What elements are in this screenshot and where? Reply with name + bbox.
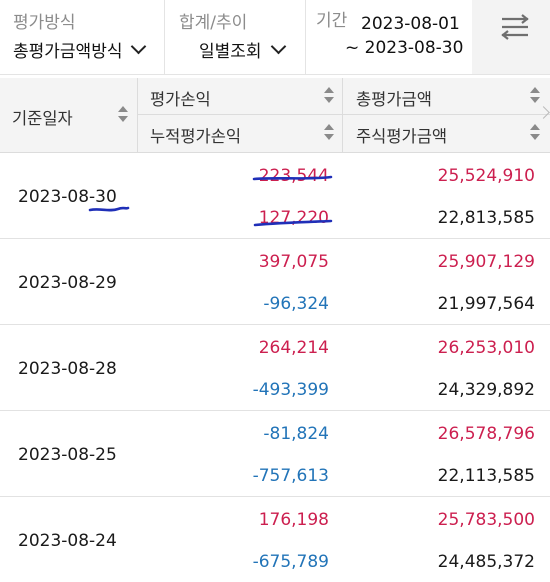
stock-eval-value: 24,485,372 (437, 552, 535, 572)
total-eval-value: 25,907,129 (437, 252, 535, 272)
table-row[interactable]: 2023-08-24 176,198 -675,789 25,783,500 2… (0, 497, 550, 582)
method-select-value: 총평가금액방식 (13, 42, 123, 62)
filter-settings-button[interactable] (472, 0, 550, 74)
filter-bar: 평가방식 총평가금액방식 합계/추이 일별조회 기간 2023-08-01 ~ … (0, 0, 550, 75)
table-row[interactable]: 2023-08-29 397,075 -96,324 25,907,129 21… (0, 239, 550, 325)
table-row[interactable]: 2023-08-30 223,544 127,220 25,524,910 22… (0, 153, 550, 239)
stock-eval-value: 22,813,585 (437, 208, 535, 228)
cum-eval-pnl-value: -493,399 (252, 380, 329, 400)
sort-stock-eval-icon[interactable] (530, 124, 540, 142)
sum-trend-filter-label: 합계/추이 (179, 13, 248, 33)
method-select[interactable]: 총평가금액방식 (13, 37, 147, 62)
stock-eval-value: 21,997,564 (437, 294, 535, 314)
period-filter[interactable]: 기간 2023-08-01 ~ 2023-08-30 (307, 0, 470, 74)
row-date: 2023-08-25 (18, 445, 117, 465)
underline-annotation (253, 219, 333, 227)
sum-trend-filter[interactable]: 합계/추이 일별조회 (166, 0, 306, 74)
total-eval-value: 25,524,910 (437, 166, 535, 186)
eval-pnl-value: -81,824 (263, 424, 329, 444)
row-date: 2023-08-28 (18, 359, 117, 379)
underline-annotation (88, 206, 130, 212)
chevron-down-icon (270, 38, 286, 55)
column-divider (342, 78, 343, 152)
table-header: 기준일자 평가손익 누적평가손익 총평가금액 주식평가금액 (0, 78, 550, 153)
total-eval-value: 25,783,500 (437, 510, 535, 530)
cum-eval-pnl-value: -757,613 (252, 466, 329, 486)
header-eval-pnl[interactable]: 평가손익 (150, 90, 211, 109)
period-start-date[interactable]: 2023-08-01 (361, 14, 460, 34)
header-cum-eval-pnl[interactable]: 누적평가손익 (150, 127, 242, 146)
header-date[interactable]: 기준일자 (12, 109, 73, 128)
chevron-down-icon (131, 38, 147, 55)
sort-date-icon[interactable] (118, 106, 128, 124)
period-filter-label: 기간 (316, 11, 348, 31)
sliders-icon (501, 14, 529, 40)
sort-eval-pnl-icon[interactable] (324, 87, 334, 105)
stock-eval-value: 24,329,892 (437, 380, 535, 400)
table-row[interactable]: 2023-08-28 264,214 -493,399 26,253,010 2… (0, 325, 550, 411)
eval-pnl-value: 397,075 (258, 252, 329, 272)
column-divider (137, 78, 138, 152)
period-end-date[interactable]: ~ 2023-08-30 (345, 38, 464, 58)
sort-total-eval-icon[interactable] (530, 87, 540, 105)
underline-annotation (252, 175, 333, 181)
table-row[interactable]: 2023-08-25 -81,824 -757,613 26,578,796 2… (0, 411, 550, 497)
row-date: 2023-08-29 (18, 273, 117, 293)
header-total-eval[interactable]: 총평가금액 (356, 90, 432, 109)
eval-pnl-value: 223,544 (258, 166, 329, 186)
sum-trend-select[interactable]: 일별조회 (199, 37, 286, 62)
cum-eval-pnl-value: -96,324 (263, 294, 329, 314)
cum-eval-pnl-value: -675,789 (252, 552, 329, 572)
total-eval-value: 26,253,010 (437, 338, 535, 358)
row-date: 2023-08-24 (18, 531, 117, 551)
method-filter-label: 평가방식 (13, 13, 76, 33)
sort-cum-eval-pnl-icon[interactable] (324, 124, 334, 142)
row-date: 2023-08-30 (18, 187, 117, 207)
header-row-divider (138, 114, 550, 115)
header-stock-eval[interactable]: 주식평가금액 (356, 127, 448, 146)
total-eval-value: 26,578,796 (437, 424, 535, 444)
eval-pnl-value: 264,214 (258, 338, 329, 358)
stock-eval-value: 22,113,585 (437, 466, 535, 486)
method-filter[interactable]: 평가방식 총평가금액방식 (0, 0, 165, 74)
eval-pnl-value: 176,198 (258, 510, 329, 530)
sum-trend-select-value: 일별조회 (199, 42, 262, 62)
